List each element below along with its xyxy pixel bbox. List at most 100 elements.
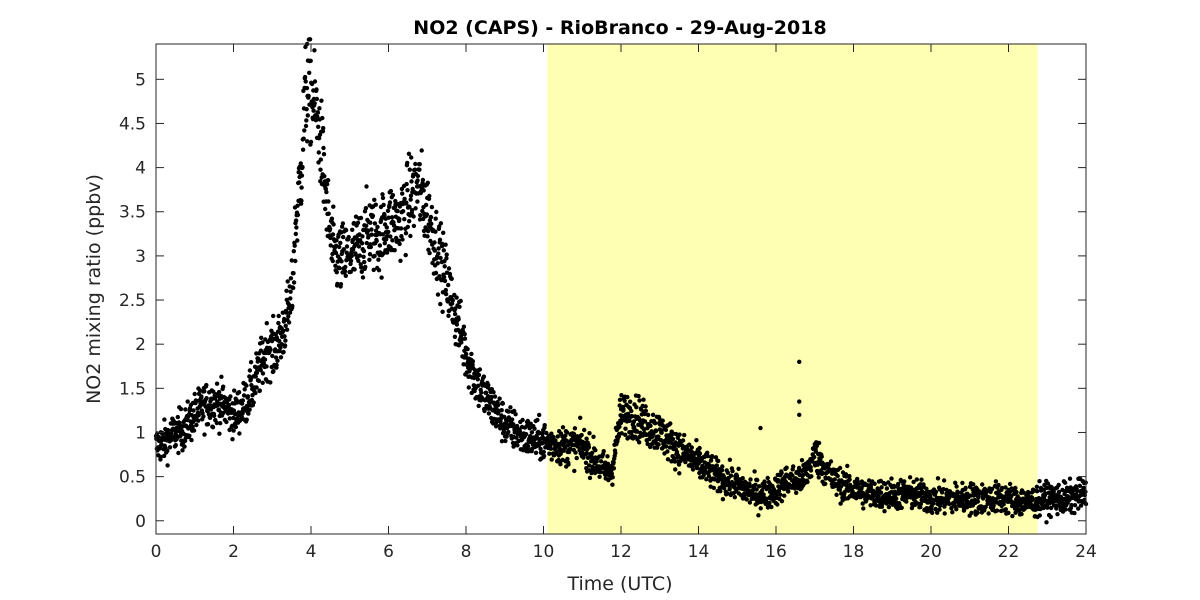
data-point [305, 113, 310, 118]
data-point [210, 425, 216, 430]
data-point [623, 432, 628, 437]
data-point [653, 428, 659, 434]
data-point [365, 228, 371, 234]
data-point [318, 167, 323, 172]
data-point [302, 128, 307, 133]
data-point [579, 432, 584, 438]
data-point [382, 212, 387, 218]
data-point [335, 281, 340, 287]
data-point [598, 469, 603, 475]
data-point [324, 189, 329, 195]
data-point [942, 511, 947, 516]
data-point [433, 270, 439, 276]
data-point [295, 203, 300, 208]
data-point [433, 229, 438, 234]
data-point [975, 510, 980, 515]
data-point [202, 389, 207, 394]
data-point [253, 374, 258, 379]
data-point [756, 513, 761, 518]
data-point [553, 438, 558, 443]
data-point [479, 390, 484, 395]
data-point [778, 492, 783, 497]
data-point [377, 243, 383, 248]
data-point [375, 224, 380, 230]
data-point [809, 474, 814, 479]
data-point [844, 474, 849, 479]
data-point [257, 388, 262, 393]
data-point [878, 490, 884, 495]
data-point [316, 150, 321, 155]
data-point [1037, 513, 1043, 518]
data-point [411, 223, 417, 229]
data-point [402, 196, 407, 202]
data-point [452, 334, 458, 339]
data-point [675, 435, 680, 440]
data-point [996, 482, 1001, 488]
data-point [454, 322, 460, 327]
data-points-layer [153, 37, 1089, 525]
data-point [419, 148, 424, 153]
data-point [573, 450, 578, 455]
data-point [386, 229, 391, 235]
data-point [291, 271, 296, 276]
data-point [716, 458, 721, 464]
data-point [894, 496, 899, 501]
data-point [323, 206, 328, 212]
data-point [242, 387, 247, 392]
data-point [835, 473, 840, 479]
data-point [1055, 512, 1060, 517]
data-point [949, 506, 954, 511]
data-point [247, 368, 253, 373]
data-point [363, 264, 368, 270]
data-point [954, 484, 959, 489]
data-point [450, 298, 455, 303]
data-point [1003, 507, 1008, 512]
data-point [204, 396, 209, 401]
data-point [704, 477, 709, 482]
data-point [415, 199, 420, 204]
data-point [1056, 482, 1061, 488]
data-point [425, 228, 431, 234]
data-point [976, 495, 981, 500]
data-point [429, 204, 435, 210]
data-point [325, 182, 330, 187]
data-point [284, 327, 290, 332]
data-point [370, 213, 376, 219]
y-tick-label: 2.5 [119, 291, 146, 311]
data-point [584, 436, 589, 441]
x-tick-label: 16 [765, 542, 787, 562]
data-point [185, 399, 190, 404]
data-point [289, 258, 294, 263]
data-point [786, 489, 791, 494]
data-point [306, 93, 311, 99]
data-point [879, 485, 884, 490]
data-point [1060, 487, 1065, 493]
data-point [156, 435, 162, 440]
data-point [732, 495, 737, 500]
data-point [1078, 503, 1084, 508]
data-point [462, 332, 467, 337]
data-point [372, 197, 377, 202]
data-point [409, 208, 415, 213]
data-point [320, 115, 325, 121]
data-point [1056, 489, 1062, 495]
data-point [769, 504, 774, 510]
data-point [202, 432, 207, 437]
data-point [400, 237, 405, 242]
data-point [330, 251, 335, 257]
data-point [182, 444, 187, 449]
data-point [659, 428, 664, 433]
data-point [391, 223, 397, 228]
data-point [356, 258, 361, 263]
data-point [584, 450, 589, 456]
data-point [442, 278, 448, 284]
data-point [399, 234, 404, 239]
data-point [499, 439, 505, 444]
outlier-point [797, 412, 802, 418]
data-point [262, 357, 268, 362]
data-point [489, 394, 494, 400]
data-point [734, 475, 740, 480]
data-point [969, 510, 974, 516]
data-point [622, 398, 627, 403]
data-point [219, 374, 224, 379]
